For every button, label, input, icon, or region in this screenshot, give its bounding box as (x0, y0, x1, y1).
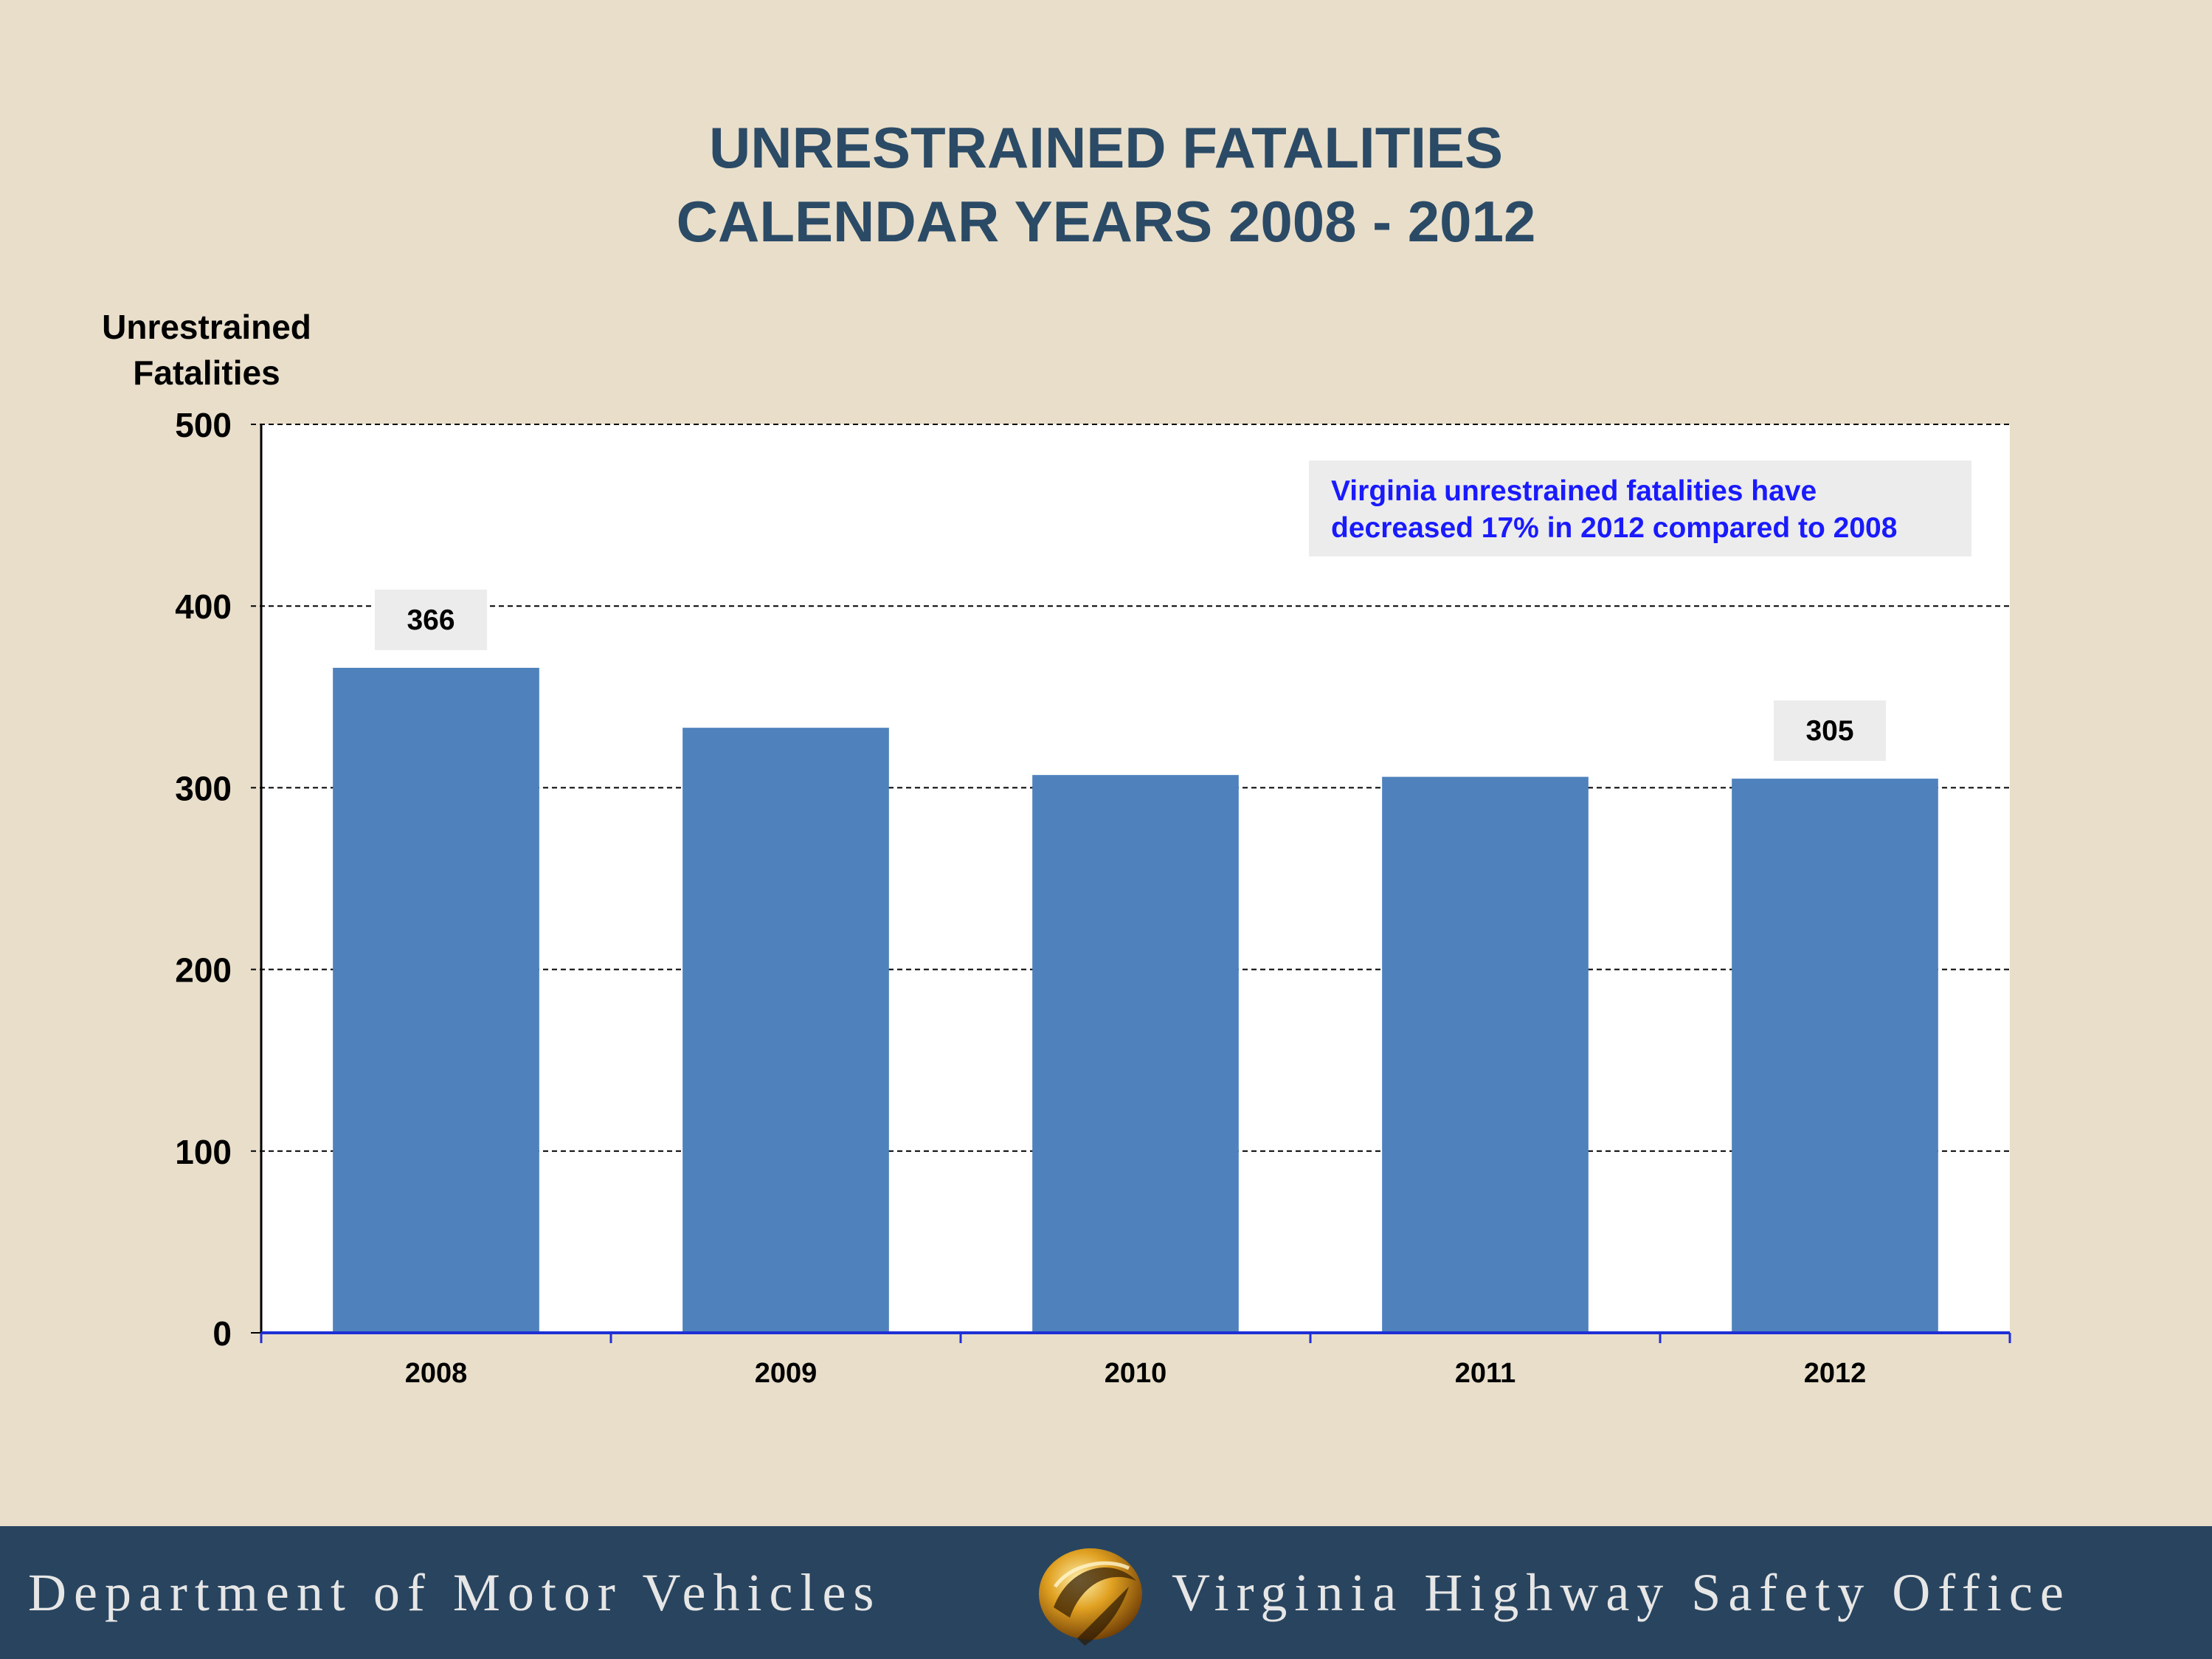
x-tick-label: 2008 (405, 1358, 468, 1389)
title-line-1: UNRESTRAINED FATALITIES (708, 115, 1504, 180)
x-tick-label: 2010 (1105, 1358, 1167, 1389)
data-label: 366 (407, 604, 455, 636)
y-tick-label: 0 (212, 1314, 232, 1353)
bar-chart: 0 100 200 300 400 500 2008 2009 2010 2011 2012 366 3… (175, 406, 2011, 1389)
y-tick-label: 100 (175, 1133, 232, 1171)
y-tick-label: 300 (175, 769, 232, 807)
title-line-2: CALENDAR YEARS 2008 - 2012 (676, 189, 1536, 254)
data-label-box (375, 589, 487, 650)
data-label: 305 (1805, 715, 1853, 747)
bar (1032, 775, 1239, 1333)
y-axis-label-line-1: Unrestrained (102, 308, 311, 346)
y-tick-label: 400 (175, 587, 232, 626)
bar (1382, 776, 1589, 1333)
bar (1732, 779, 1938, 1333)
data-label-box (1774, 700, 1886, 762)
x-tick-label: 2012 (1804, 1358, 1867, 1389)
footer-right-text: Virginia Highway Safety Office (1172, 1563, 2071, 1622)
bar (682, 728, 889, 1333)
y-axis-label: Unrestrained Fatalities (96, 304, 317, 396)
bar (333, 667, 539, 1333)
annotation-box: Virginia unrestrained fatalities have de… (1309, 461, 1971, 556)
annotation-line-2: decreased 17% in 2012 compared to 2008 (1331, 512, 1898, 544)
annotation-line-1: Virginia unrestrained fatalities have (1331, 475, 1817, 507)
x-tick-label: 2011 (1455, 1358, 1515, 1389)
y-axis-label-line-2: Fatalities (133, 353, 280, 392)
y-tick-label: 200 (175, 951, 232, 990)
x-tick-label: 2009 (755, 1358, 818, 1389)
footer-left-text: Department of Motor Vehicles (28, 1563, 882, 1622)
y-tick-label: 500 (175, 406, 232, 444)
swirl-logo-icon (1039, 1548, 1142, 1646)
chart-title: UNRESTRAINED FATALITIES CALENDAR YEARS 2… (0, 111, 2212, 258)
